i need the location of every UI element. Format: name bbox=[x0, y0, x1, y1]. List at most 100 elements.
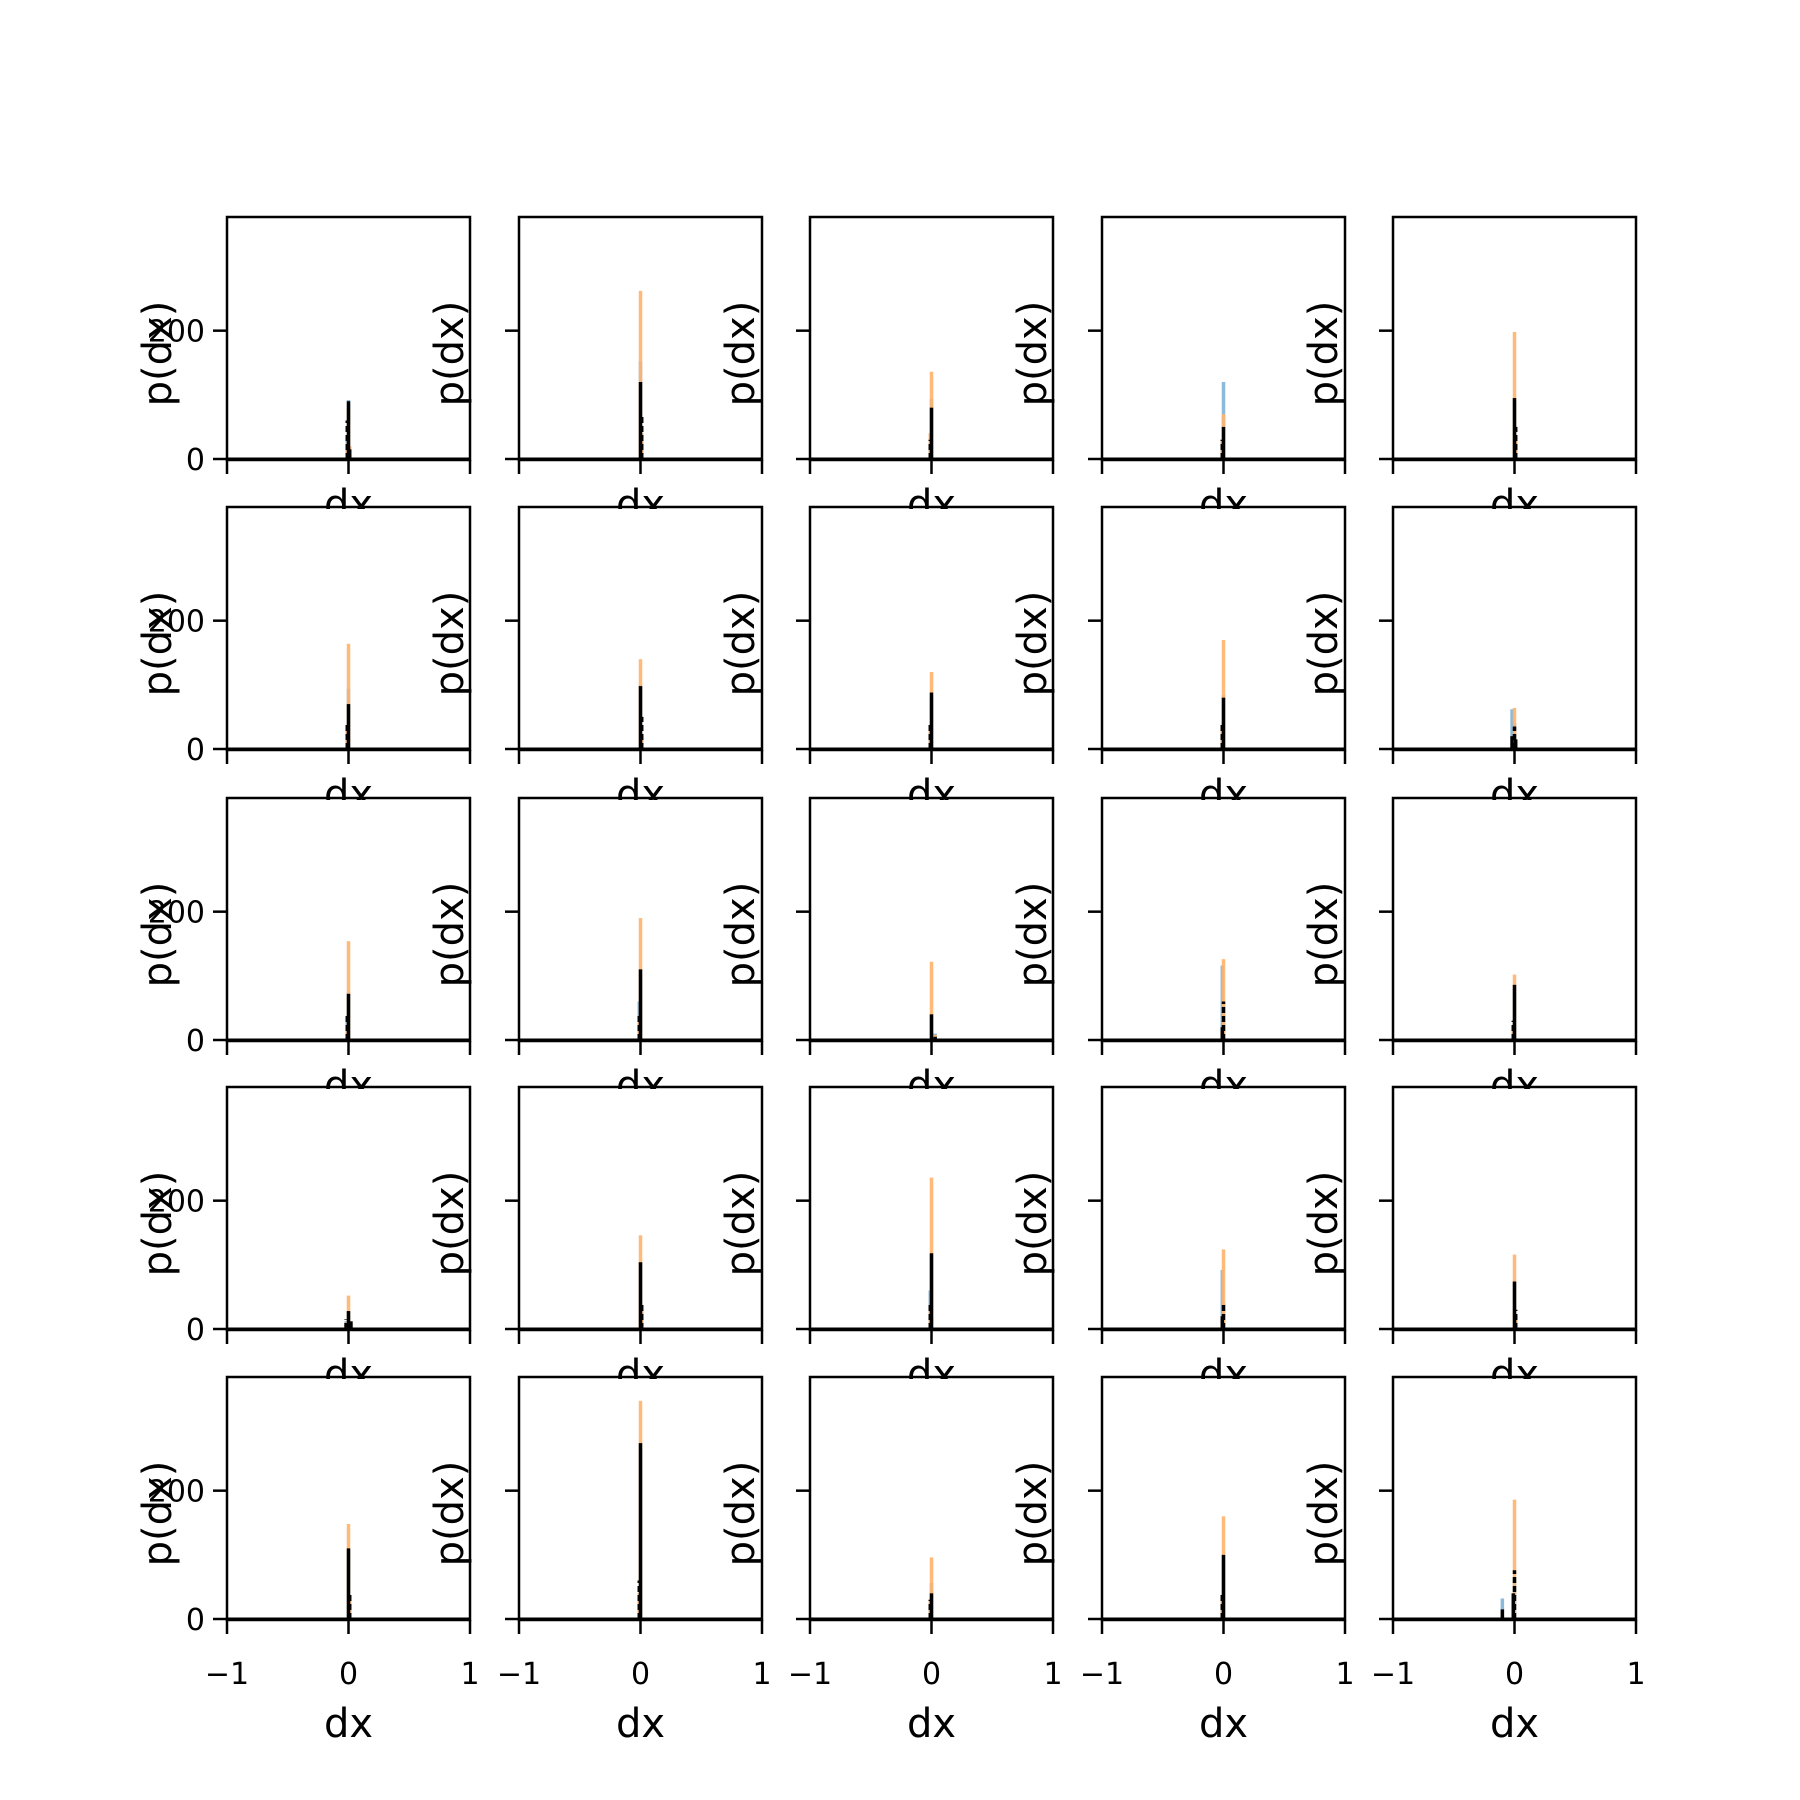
y-axis-label-r4-c1: p(dx) bbox=[427, 1461, 473, 1567]
overlap-mask-r2-c1 bbox=[521, 800, 760, 812]
x-axis-label-r4-c4: dx bbox=[1490, 1701, 1539, 1747]
y-axis-label-r2-c1: p(dx) bbox=[427, 882, 473, 988]
y-axis-label-r0-c4: p(dx) bbox=[1301, 301, 1347, 407]
y-tick-label-r3-1: 200 bbox=[148, 1185, 205, 1220]
overlap-mask-r2-c3 bbox=[1104, 800, 1343, 812]
y-tick-label-r2-0: 0 bbox=[186, 1024, 205, 1059]
hist-bar-s2-r2-c2-0 bbox=[929, 961, 934, 1040]
overlap-mask-r4-c1 bbox=[521, 1379, 760, 1391]
hist-bar-s1-r1-c4-0 bbox=[1510, 709, 1514, 749]
subplot-r4-c1: p(dx) dx −1 0 1 bbox=[427, 1375, 772, 1747]
x-tick-label-c1-1: 0 bbox=[631, 1657, 650, 1692]
x-tick-label-c2-2: 1 bbox=[1043, 1657, 1062, 1692]
y-axis-label-r0-c3: p(dx) bbox=[1010, 301, 1056, 407]
hist-bar-s2-r2-c3-1 bbox=[1221, 959, 1226, 1040]
y-axis-label-r1-c1: p(dx) bbox=[427, 591, 473, 697]
overlap-mask-r3-c3 bbox=[1104, 1089, 1343, 1101]
y-axis-label-r2-c0: p(dx) bbox=[135, 882, 181, 988]
hist-bar-s2-r4-c4-1 bbox=[1512, 1499, 1517, 1619]
y-tick-label-r4-1: 200 bbox=[148, 1475, 205, 1510]
overlap-mask-r2-c4 bbox=[1395, 800, 1634, 812]
overlap-mask-r3-c0 bbox=[229, 1089, 468, 1101]
y-axis-label-r2-c4: p(dx) bbox=[1301, 882, 1347, 988]
x-tick-label-c3-2: 1 bbox=[1335, 1657, 1354, 1692]
overlap-mask-r2-c2 bbox=[812, 800, 1051, 812]
subplot-grid: 0200p(dx)dxp(dx)dxp(dx)dxp(dx)dxp(dx)dx0… bbox=[135, 215, 1646, 1747]
y-axis-label-r4-c0: p(dx) bbox=[135, 1461, 181, 1567]
x-axis-label-r3-c3: dx bbox=[1199, 1352, 1248, 1398]
hist-bar-s2-r1-c0-0 bbox=[346, 643, 351, 749]
x-tick-label-c0-1: 0 bbox=[339, 1657, 358, 1692]
overlap-mask-r1-c3 bbox=[1104, 509, 1343, 521]
hist-bar-s2-r3-c3-1 bbox=[1221, 1249, 1226, 1329]
x-tick-label-c4-1: 0 bbox=[1505, 1657, 1524, 1692]
x-tick-label-c2-0: −1 bbox=[788, 1657, 832, 1692]
overlap-mask-r3-c4 bbox=[1395, 1089, 1634, 1101]
hist-bar-s2-r0-c1-0 bbox=[638, 290, 643, 459]
y-tick-label-r1-1: 200 bbox=[148, 605, 205, 640]
y-axis-label-r0-c0: p(dx) bbox=[135, 301, 181, 407]
x-axis-label-r4-c0: dx bbox=[324, 1701, 373, 1747]
hist-bar-s1-r4-c4-0 bbox=[1500, 1598, 1505, 1619]
y-axis-label-r1-c4: p(dx) bbox=[1301, 591, 1347, 697]
overlap-mask-r3-c1 bbox=[521, 1089, 760, 1101]
y-axis-label-r2-c3: p(dx) bbox=[1010, 882, 1056, 988]
hist-bar-s2-r0-c4-0 bbox=[1512, 331, 1517, 459]
subplot-r2-c4: p(dx)dx bbox=[1301, 796, 1638, 1109]
y-tick-label-r3-0: 0 bbox=[186, 1313, 205, 1348]
subplot-r2-c2: p(dx)dx bbox=[718, 796, 1055, 1109]
overlap-mask-r2-c0 bbox=[229, 800, 468, 812]
y-tick-label-r0-0: 0 bbox=[186, 443, 205, 478]
x-tick-label-c3-1: 0 bbox=[1214, 1657, 1233, 1692]
y-axis-label-r4-c2: p(dx) bbox=[718, 1461, 764, 1567]
y-axis-label-r4-c4: p(dx) bbox=[1301, 1461, 1347, 1567]
y-axis-label-r3-c3: p(dx) bbox=[1010, 1171, 1056, 1277]
subplot-r4-c3: p(dx) dx −1 0 1 bbox=[1010, 1375, 1355, 1747]
y-tick-label-r4-0: 0 bbox=[186, 1603, 205, 1638]
x-axis-label-r4-c2: dx bbox=[907, 1701, 956, 1747]
subplot-r1-c1: p(dx)dx bbox=[427, 505, 764, 818]
subplot-r4-c4: p(dx) dx −1 0 1 bbox=[1301, 1375, 1646, 1747]
x-axis-label-r0-c2: dx bbox=[907, 482, 956, 528]
overlap-mask-r4-c4 bbox=[1395, 1379, 1634, 1391]
y-tick-label-r1-0: 0 bbox=[186, 733, 205, 768]
x-axis-label-r0-c3: dx bbox=[1199, 482, 1248, 528]
y-axis-label-r1-c3: p(dx) bbox=[1010, 591, 1056, 697]
x-tick-label-c4-0: −1 bbox=[1371, 1657, 1415, 1692]
x-tick-label-c4-2: 1 bbox=[1626, 1657, 1645, 1692]
y-axis-label-r1-c0: p(dx) bbox=[135, 591, 181, 697]
x-tick-label-c0-0: −1 bbox=[205, 1657, 249, 1692]
y-axis-label-r0-c1: p(dx) bbox=[427, 301, 473, 407]
subplot-r0-c2: p(dx) dx bbox=[718, 215, 1055, 528]
y-axis-label-r1-c2: p(dx) bbox=[718, 591, 764, 697]
y-axis-label-r2-c2: p(dx) bbox=[718, 882, 764, 988]
y-axis-label-r4-c3: p(dx) bbox=[1010, 1461, 1056, 1567]
y-tick-label-r2-1: 200 bbox=[148, 896, 205, 931]
x-axis-label-r0-c1: dx bbox=[616, 482, 665, 528]
x-axis-label-r3-c2: dx bbox=[907, 1352, 956, 1398]
x-axis-label-r3-c1: dx bbox=[616, 1352, 665, 1398]
y-axis-label-r3-c4: p(dx) bbox=[1301, 1171, 1347, 1277]
subplot-r3-c1: p(dx) dx bbox=[427, 1085, 764, 1398]
x-axis-label-r4-c1: dx bbox=[616, 1701, 665, 1747]
subplot-r0-c3: p(dx) dx bbox=[1010, 215, 1347, 528]
y-axis-label-r0-c2: p(dx) bbox=[718, 301, 764, 407]
subplot-r2-c3: p(dx)dx bbox=[1010, 796, 1347, 1109]
x-axis-label-r3-c4: dx bbox=[1490, 1352, 1539, 1398]
y-tick-label-r0-1: 200 bbox=[148, 315, 205, 350]
overlap-mask-r4-c3 bbox=[1104, 1379, 1343, 1391]
subplot-r1-c3: p(dx)dx bbox=[1010, 505, 1347, 818]
x-axis-label-r3-c0: dx bbox=[324, 1352, 373, 1398]
x-tick-label-c3-0: −1 bbox=[1080, 1657, 1124, 1692]
x-axis-label-r0-c4: dx bbox=[1490, 482, 1539, 528]
hist-bar-s2-r1-c3-0 bbox=[1221, 639, 1226, 749]
x-axis-label-r4-c3: dx bbox=[1199, 1701, 1248, 1747]
x-tick-label-c1-2: 1 bbox=[752, 1657, 771, 1692]
x-tick-label-c0-2: 1 bbox=[460, 1657, 479, 1692]
overlap-mask-r3-c2 bbox=[812, 1089, 1051, 1101]
x-axis-label-r0-c0: dx bbox=[324, 482, 373, 528]
